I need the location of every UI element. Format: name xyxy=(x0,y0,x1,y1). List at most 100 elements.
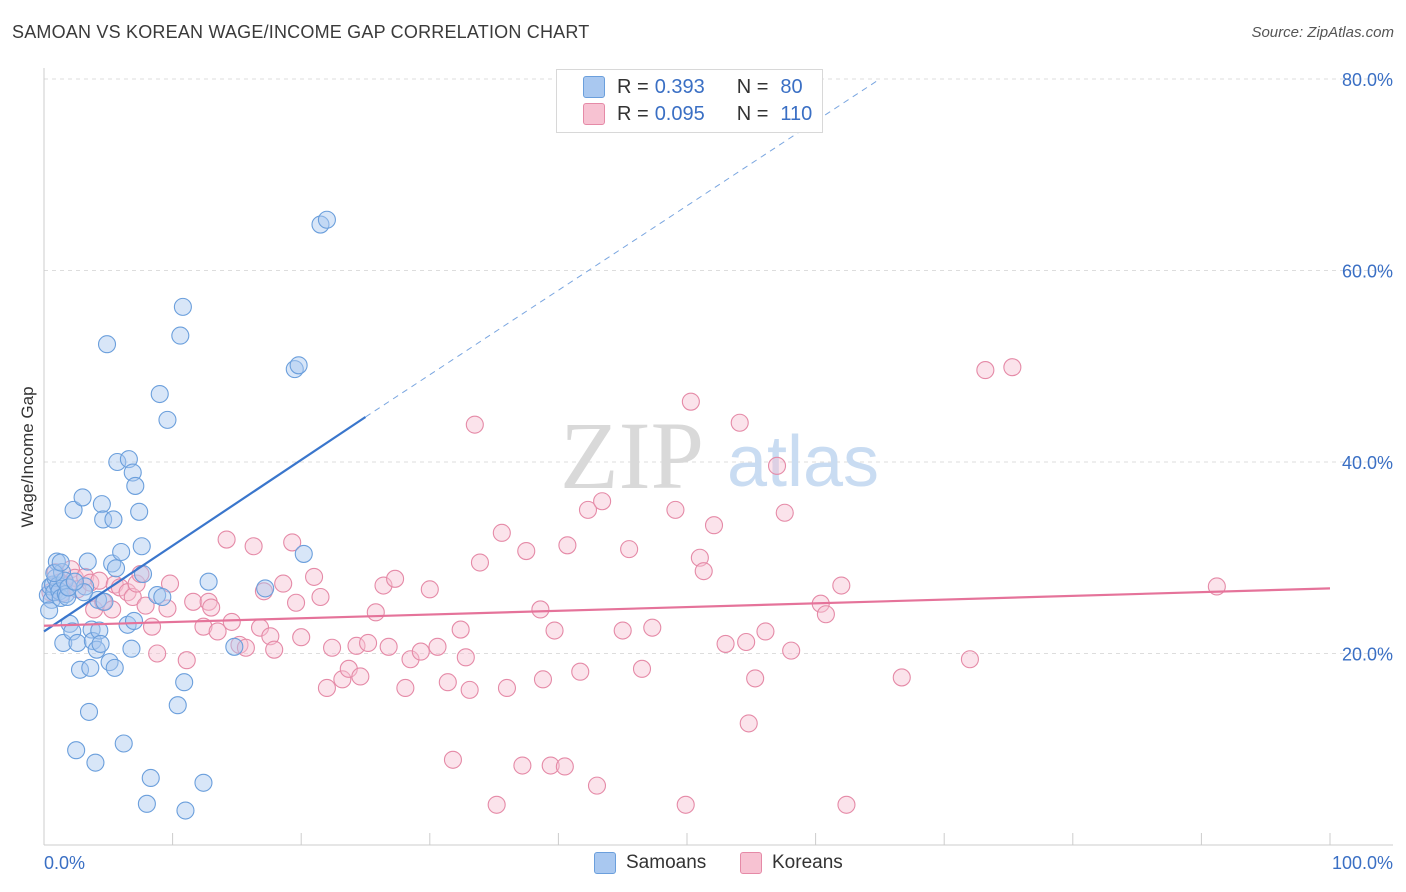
data-point-koreans xyxy=(274,574,293,593)
legend-row-koreans: R = 0.095 N = 110 xyxy=(583,101,812,127)
data-point-koreans xyxy=(347,636,366,655)
data-point-koreans xyxy=(456,648,475,667)
data-point-koreans xyxy=(739,714,758,733)
koreans-n-value: 110 xyxy=(780,102,813,125)
data-point-koreans xyxy=(555,757,574,776)
samoans-trend-extension xyxy=(365,78,881,418)
data-point-koreans xyxy=(460,680,479,699)
data-point-samoans xyxy=(137,794,156,813)
data-point-samoans xyxy=(40,601,59,620)
data-point-koreans xyxy=(976,361,995,380)
data-point-koreans xyxy=(222,612,241,631)
samoans-legend-label: Samoans xyxy=(626,852,707,873)
data-point-samoans xyxy=(150,384,169,404)
data-point-samoans xyxy=(124,611,144,630)
data-point-samoans xyxy=(199,572,218,591)
data-point-koreans xyxy=(571,662,590,681)
data-point-koreans xyxy=(716,634,735,653)
data-point-koreans xyxy=(533,670,553,689)
data-point-koreans xyxy=(261,627,280,646)
data-point-samoans xyxy=(256,579,275,598)
data-point-samoans xyxy=(68,633,87,653)
data-point-samoans xyxy=(175,673,194,692)
watermark-zip: ZIP xyxy=(560,402,704,509)
data-point-koreans xyxy=(837,795,856,814)
data-point-koreans xyxy=(492,523,511,542)
data-point-koreans xyxy=(366,603,385,622)
data-point-koreans xyxy=(451,620,470,639)
data-point-samoans xyxy=(119,450,138,469)
n-label: N = xyxy=(736,102,769,125)
y-tick-label: 80.0% xyxy=(1342,70,1393,90)
data-point-koreans xyxy=(816,605,835,624)
data-point-koreans xyxy=(265,640,284,659)
data-point-koreans xyxy=(756,622,775,641)
data-point-samoans xyxy=(294,544,313,563)
data-point-koreans xyxy=(643,618,662,637)
samoans-n-value: 80 xyxy=(780,75,803,98)
data-point-koreans xyxy=(374,576,393,595)
y-tick-label: 20.0% xyxy=(1342,645,1393,665)
y-tick-label: 60.0% xyxy=(1342,262,1393,282)
data-point-samoans xyxy=(123,463,142,482)
data-point-koreans xyxy=(465,415,484,434)
data-point-koreans xyxy=(217,530,236,549)
r-label: R = xyxy=(617,75,649,98)
data-point-koreans xyxy=(311,587,330,607)
data-point-samoans xyxy=(289,356,308,375)
data-point-koreans xyxy=(292,628,311,647)
data-point-koreans xyxy=(333,670,352,689)
x-tick-label-max: 100.0% xyxy=(1332,853,1393,873)
data-point-samoans xyxy=(95,592,114,611)
data-point-samoans xyxy=(130,502,149,521)
data-point-koreans xyxy=(767,456,787,475)
data-point-samoans xyxy=(73,488,92,507)
data-point-koreans xyxy=(470,553,490,572)
data-point-samoans xyxy=(100,653,119,672)
data-point-koreans xyxy=(127,574,146,593)
data-point-koreans xyxy=(775,503,794,522)
data-point-koreans xyxy=(283,533,302,552)
data-point-samoans xyxy=(92,495,111,514)
data-point-koreans xyxy=(487,795,506,814)
data-point-koreans xyxy=(379,637,398,656)
bottom-legend-koreans: Koreans xyxy=(740,852,843,874)
data-point-samoans xyxy=(67,741,86,760)
data-point-samoans xyxy=(317,210,336,229)
data-point-koreans xyxy=(694,562,713,581)
data-point-samoans xyxy=(79,702,99,721)
data-point-koreans xyxy=(323,638,342,657)
data-point-koreans xyxy=(558,536,577,555)
data-point-samoans xyxy=(225,637,244,656)
data-point-samoans xyxy=(63,622,82,641)
data-point-samoans xyxy=(78,552,97,571)
data-point-samoans xyxy=(176,801,195,820)
data-point-koreans xyxy=(545,621,564,640)
data-point-koreans xyxy=(160,574,180,593)
data-point-samoans xyxy=(106,559,126,578)
data-point-samoans xyxy=(58,587,77,607)
data-point-koreans xyxy=(666,500,685,519)
data-point-koreans xyxy=(411,642,430,661)
data-point-koreans xyxy=(123,587,142,607)
series-samoans xyxy=(38,210,336,820)
y-tick-label: 40.0% xyxy=(1342,453,1393,473)
data-point-koreans xyxy=(148,644,167,663)
data-point-samoans xyxy=(45,564,64,583)
koreans-swatch xyxy=(583,103,605,125)
data-point-samoans xyxy=(158,410,177,429)
data-point-samoans xyxy=(171,326,190,345)
chart-title: SAMOAN VS KOREAN WAGE/INCOME GAP CORRELA… xyxy=(12,22,590,42)
data-point-koreans xyxy=(177,651,196,670)
data-point-samoans xyxy=(114,734,133,753)
data-point-koreans xyxy=(832,576,851,595)
data-point-samoans xyxy=(173,297,192,316)
data-point-koreans xyxy=(746,669,765,688)
data-point-koreans xyxy=(184,592,203,611)
bottom-legend-samoans: Samoans xyxy=(594,852,706,874)
data-point-koreans xyxy=(737,632,756,652)
data-point-samoans xyxy=(112,542,131,562)
data-point-koreans xyxy=(892,668,911,687)
data-point-samoans xyxy=(91,634,110,653)
samoans-swatch xyxy=(583,76,605,98)
